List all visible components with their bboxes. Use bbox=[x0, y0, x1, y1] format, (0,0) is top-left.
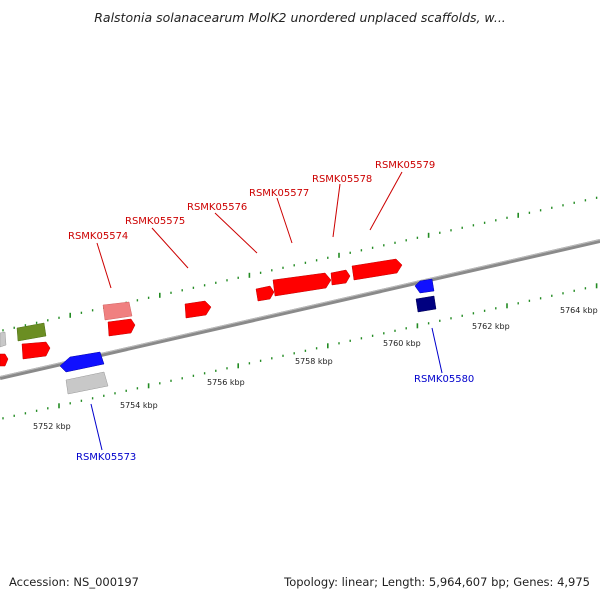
callout-line bbox=[369, 171, 403, 231]
axis-label: 5758 kbp bbox=[295, 357, 333, 366]
axis-labels: 5752 kbp 5754 kbp 5756 kbp 5758 kbp 5760… bbox=[33, 306, 598, 431]
gene-labels: RSMK05574 RSMK05575 RSMK05576 RSMK05577 … bbox=[68, 160, 474, 463]
axis-label: 5754 kbp bbox=[120, 401, 158, 410]
gene-block-blue[interactable] bbox=[414, 278, 435, 294]
gene-label[interactable]: RSMK05578 bbox=[312, 174, 372, 185]
axis-label: 5762 kbp bbox=[472, 322, 510, 331]
gene-block[interactable] bbox=[351, 258, 403, 281]
callout-line bbox=[214, 212, 258, 254]
gene-label[interactable]: RSMK05576 bbox=[187, 202, 247, 213]
callout-lines bbox=[90, 171, 443, 451]
axis-label: 5752 kbp bbox=[33, 422, 71, 431]
callout-line bbox=[431, 327, 443, 374]
length-text: Length: 5,964,607 bp bbox=[381, 575, 506, 589]
gene-block-blue[interactable] bbox=[59, 351, 105, 373]
gene-block[interactable] bbox=[330, 269, 351, 286]
forward-genes bbox=[0, 258, 403, 367]
gene-label[interactable]: RSMK05577 bbox=[249, 188, 309, 199]
map-title: Ralstonia solanacearum MolK2 unordered u… bbox=[94, 10, 506, 25]
lower-track-ticks bbox=[2, 283, 598, 420]
gene-block[interactable] bbox=[21, 341, 51, 360]
gene-block-grey[interactable] bbox=[0, 331, 7, 348]
callout-line bbox=[96, 242, 112, 289]
genes-count-text: Genes: 4,975 bbox=[513, 575, 590, 589]
topology-text: Topology: linear bbox=[284, 575, 375, 589]
gene-label[interactable]: RSMK05580 bbox=[414, 374, 474, 385]
callout-line bbox=[276, 197, 293, 244]
gene-block[interactable] bbox=[184, 300, 212, 319]
callout-line bbox=[151, 227, 189, 269]
gene-label[interactable]: RSMK05574 bbox=[68, 231, 128, 242]
summary-separator: ; bbox=[505, 575, 514, 589]
gene-block-grey[interactable] bbox=[65, 371, 109, 395]
axis-label: 5756 kbp bbox=[207, 378, 245, 387]
callout-line bbox=[90, 403, 103, 451]
gene-block-navy[interactable] bbox=[415, 295, 437, 313]
gene-label[interactable]: RSMK05579 bbox=[375, 160, 435, 171]
gene-block[interactable] bbox=[0, 353, 9, 367]
accession-text: Accession: NS_000197 bbox=[9, 575, 139, 589]
gene-block[interactable] bbox=[107, 318, 136, 337]
gene-block[interactable] bbox=[272, 272, 332, 297]
summary-separator: ; bbox=[374, 575, 382, 589]
gene-block[interactable] bbox=[255, 285, 275, 302]
gene-label[interactable]: RSMK05573 bbox=[76, 452, 136, 463]
gene-block-light[interactable] bbox=[102, 301, 133, 321]
gene-block-green[interactable] bbox=[16, 322, 47, 342]
genome-summary: Topology: linear; Length: 5,964,607 bp; … bbox=[284, 575, 590, 589]
callout-line bbox=[332, 183, 341, 238]
gene-label[interactable]: RSMK05575 bbox=[125, 216, 185, 227]
axis-label: 5764 kbp bbox=[560, 306, 598, 315]
axis-label: 5760 kbp bbox=[383, 339, 421, 348]
other-genes bbox=[0, 278, 437, 395]
